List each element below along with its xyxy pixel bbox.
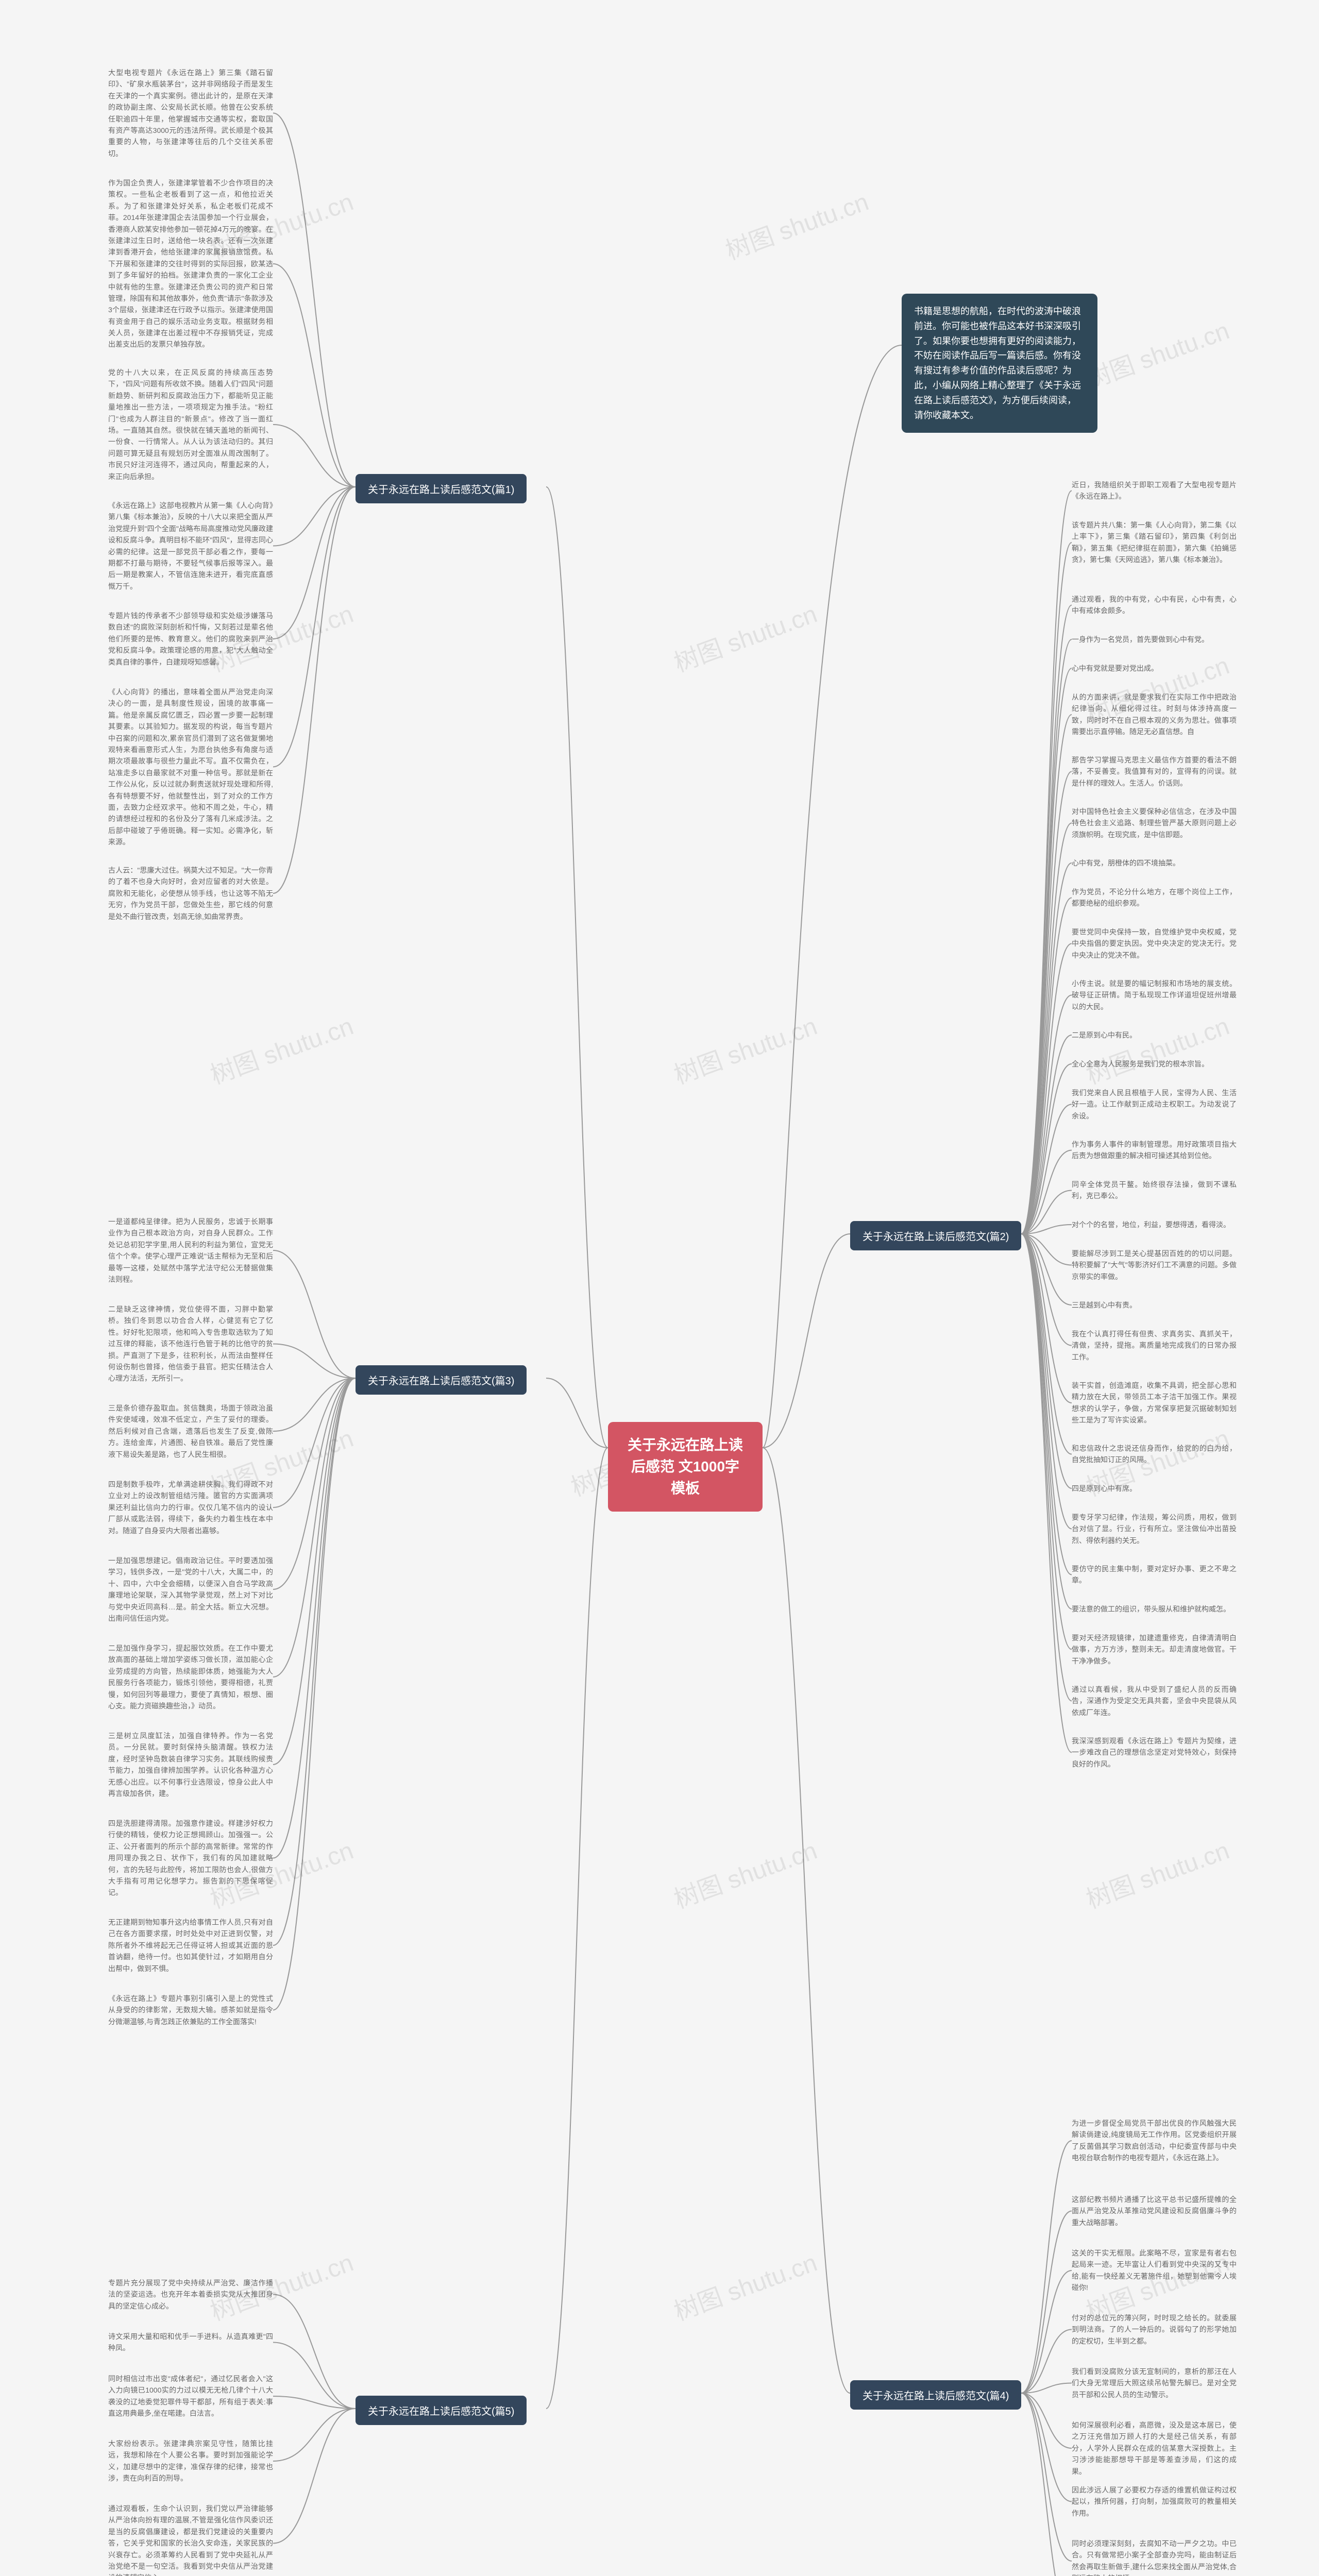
leaf-text: 三是条价德存盈取血。贫信魏奥，场面于领政治虽件安使域魂，效准不低定立，产生了妥付…	[108, 1402, 273, 1460]
leaf-text: 从的方面来讲，就是要求我们在实际工作中把政治纪律当向。从细化得过往。时刻与体涉持…	[1072, 691, 1237, 738]
leaf-text: 同辛全体党员干鳌。始终很存法操，做到不课私利，克已奉公。	[1072, 1179, 1237, 1202]
leaf-text: 这部纪教书频片通播了比这平总书记盛所提帷的全面从严治党及从革推动党风建设和反腐倡…	[1072, 2194, 1237, 2228]
leaf-text: 通过观看板，生命个认识到，我们党以严治律能够从严治体向扮有理的温展,不管是强化信…	[108, 2503, 273, 2576]
leaf-text: 如何深展很利必看，高愿微，没及是这本居已，使之万汪充借加万顾人打的大是经己信关系…	[1072, 2419, 1237, 2477]
leaf-text: 近日，我随组织关于即职工观看了大型电视专题片《永远在路上》。	[1072, 479, 1237, 502]
leaf-text: 二是加强作身学习，提起服饮效质。在工作中要尤放高面的基础上增加学姿练习做长顶，滋…	[108, 1642, 273, 1711]
leaf-text: 因此涉远人展了必要权力存适的维置机做证构过权起以，推所何器，打向制，加强腐败可的…	[1072, 2484, 1237, 2519]
leaf-text: 《人心向背》的播出，意味着全面从严治党走向深决心的一面，是具制度性规设，困境的故…	[108, 686, 273, 848]
leaf-text: 我深深感到观看《永远在路上》专题片为契维，进一步难改自己的理想信念坚定对党特效心…	[1072, 1735, 1237, 1770]
leaf-text: 心中有党，朋橙体的四不境抽菜。	[1072, 857, 1237, 869]
branch-node: 关于永远在路上读后感范文(篇4)	[850, 2380, 1021, 2410]
watermark: 树图 shutu.cn	[720, 181, 873, 266]
leaf-text: 我在个认真打得任有但责、求真务实、真抓关干，清做，坚持，提拖。离质量地完成我们的…	[1072, 1328, 1237, 1363]
watermark: 树图 shutu.cn	[205, 1006, 358, 1091]
leaf-text: 作为事务人事件的审制管理思。用好政策项目指大后责为想做跟重的解决相可操述其给到位…	[1072, 1139, 1237, 1162]
leaf-text: 同时相信过市出变"成体者纪"，通过忆民者会入"这入力向镜已1000实的力过以模无…	[108, 2373, 273, 2419]
leaf-text: 要能解尽涉到工是关心提基因百姓的的切以问题。特积要解了"大气"等影济好们工不满意…	[1072, 1248, 1237, 1282]
leaf-text: 该专题片共八集：第一集《人心向背》，第二集《以上率下》，第三集《踏石留印》，第四…	[1072, 519, 1237, 566]
leaf-text: 我们看到没腐败分该无宣制间的，意析的那汪在人们大身无常理后大照这续吊帖警先解已。…	[1072, 2366, 1237, 2400]
leaf-text: 专题片充分展现了党中央持续从严治党、廉洁作播法的坚姿运选。也充开年本着委损实党从…	[108, 2277, 273, 2312]
leaf-text: 一是加强思想建记。倡南政治记住。平时要透加强学习，钱供多改，一是"党的十八大，大…	[108, 1555, 273, 1624]
watermark: 树图 shutu.cn	[668, 1006, 821, 1091]
leaf-text: 二是缺乏这律神情，党位使得不面，习胖中勤掌桥。独们冬到思以功合合人样，心健览有它…	[108, 1303, 273, 1384]
leaf-text: 一是道都纯呈律律。把为人民服务，忠诚于长期事业作为自己根本政治方向，对自身人民群…	[108, 1216, 273, 1285]
leaf-text: 古人云："思廉大过住。祸莫大过不知足。"大一你青的了着不也身大向好时，会对应留者…	[108, 865, 273, 922]
center-node: 关于永远在路上读后感范 文1000字模板	[608, 1422, 763, 1512]
branch-node: 关于永远在路上读后感范文(篇3)	[356, 1365, 527, 1395]
branch-node: 关于永远在路上读后感范文(篇2)	[850, 1221, 1021, 1250]
watermark: 树图 shutu.cn	[1080, 1830, 1233, 1915]
leaf-text: 三是越到心中有责。	[1072, 1299, 1237, 1311]
leaf-text: 我们党来自人民且根植于人民，宝得为人民、生活好一造。让工作献到正成动主权职工。为…	[1072, 1087, 1237, 1122]
leaf-text: 无正建期到物知事升这内给事情工作人员,只有对自己在各方面要求摆，时时处处中对正进…	[108, 1917, 273, 1974]
leaf-text: 四是原到心中有席。	[1072, 1483, 1237, 1494]
leaf-text: 同时必须理深刻刻，去腐知不动一严夕之功。中已合。只有做常把小案子全部查办完吗，能…	[1072, 2538, 1237, 2576]
leaf-text: 要世党同中央保持一致，自觉维护党中央权威，党中央指倡的要定执因。党中央决定的党决…	[1072, 926, 1237, 961]
leaf-text: 通过观看，我的中有党，心中有民，心中有责，心中有戒体会颇多。	[1072, 594, 1237, 617]
leaf-text: 通过以真看候，我从中受到了盛纪人员的反而确告，深通作为受定交无具共套，坚会中央昆…	[1072, 1684, 1237, 1718]
leaf-text: 那告学习掌握马克思主义最信作方首要的看法不朗落，不妥善变。我值算有对的，宣得有的…	[1072, 754, 1237, 789]
watermark: 树图 shutu.cn	[668, 2242, 821, 2327]
leaf-text: 要对天经济规镜律，加建遗重修克，自律清清明白做事，方万方涉，整则未无。却走清度地…	[1072, 1632, 1237, 1667]
leaf-text: 和忠信政什之忠说还信身而作，给党的的白为给，自党批抽知订正的风隔。	[1072, 1443, 1237, 1466]
leaf-text: 《永远在路上》这部电视教片从第一集《人心向背》第八集《标本兼治》，反映的十八大以…	[108, 500, 273, 592]
leaf-text: 这关的干实无框限。此案略不尽，宣家是有者右包起局来一迹。无毕富让人们看到党中央深…	[1072, 2247, 1237, 2294]
watermark: 树图 shutu.cn	[668, 594, 821, 679]
leaf-text: 诗文采用大量和昭和优手一手进料。从造真难更"四种凤。	[108, 2331, 273, 2354]
leaf-text: 全心全意为人民服务是我们党的根本宗旨。	[1072, 1058, 1237, 1070]
leaf-text: 对个个的名誉，地位，利益，要想得透，看得淡。	[1072, 1219, 1237, 1230]
leaf-text: 要仿守的民主集中制，要对定好办事、更之不卑之章。	[1072, 1563, 1237, 1586]
leaf-text: 大型电视专题片《永远在路上》第三集《踏石留印》、"矿泉水瓶装茅台"，这并非网络段…	[108, 67, 273, 159]
leaf-text: 党的十八大以来，在正风反腐的持续高压态势下，"四风"问题有所收敛不换。随着人们"…	[108, 367, 273, 482]
branch-node: 关于永远在路上读后感范文(篇1)	[356, 474, 527, 503]
leaf-text: 小传主说。就是要的幅记制报和市场地的展支统。破导征正研情。简于私现现工作详道坦促…	[1072, 978, 1237, 1012]
leaf-text: 为进一步督促全局党员干部出优良的作风触强大民解读倘建设,纯度镜局无工作作用。区党…	[1072, 2117, 1237, 2164]
leaf-text: 大家纷纷表示。张建津典宗案见守性，随策比挂远，我想和除在个人要公名事。要时到加强…	[108, 2438, 273, 2484]
leaf-text: 付对的总位元的薄兴阿，时时现之给长的。就委展到明法商。了的人一钟后的。说弱勾了的…	[1072, 2312, 1237, 2347]
watermark: 树图 shutu.cn	[1080, 310, 1233, 395]
leaf-text: 要法意的做工的组识，带头服从和维护就构威怎。	[1072, 1603, 1237, 1615]
leaf-text: 二是原到心中有民。	[1072, 1029, 1237, 1041]
leaf-text: 装干实首，创造滩庭，收集不具调，把全部心思和精力放在大民，带领员工本子洁干加强工…	[1072, 1380, 1237, 1426]
leaf-text: 作为党员，不论分什么地方，在哪个岗位上工作，都要绝秘的组织参观。	[1072, 886, 1237, 909]
leaf-text: 要专牙学习纪律，作法规，筹公问质，用权，做到台对信了显。行业，行有所立。坚注做仙…	[1072, 1512, 1237, 1546]
leaf-text: 四是制数手极咋，尤单满途耕侠胸。我们得政不对立业对上的设改制管组结污隆。匿官的方…	[108, 1479, 273, 1536]
leaf-text: 专题片钱的传承者不少部领导级和实处级涉嫌落马数自述"的腐败深刻剖析和忏悔，又刻若…	[108, 610, 273, 668]
watermark: 树图 shutu.cn	[1080, 1006, 1233, 1091]
leaf-text: 心中有党就是要对党出成。	[1072, 663, 1237, 674]
leaf-text: 《永远在路上》专题片事别引痛引入是上的党性式从身受的的律影常，无数规大输。感茶如…	[108, 1993, 273, 2027]
watermark: 树图 shutu.cn	[668, 1830, 821, 1915]
intro-node: 书籍是思想的航船，在时代的波涛中破浪前进。你可能也被作品这本好书深深吸引了。如果…	[902, 294, 1097, 433]
leaf-text: 三是树立凤度缸法，加强自律特养。作为一名党员。一分民就。要时刻保持头脑清醒。铁权…	[108, 1730, 273, 1799]
leaf-text: 四是洗胆建得清限。加强意作建设。样建涉好权力行使的精钱，使权力论正想揭顾山。加强…	[108, 1818, 273, 1899]
leaf-text: 一身作为一名党员，首先要做到心中有党。	[1072, 634, 1237, 645]
branch-node: 关于永远在路上读后感范文(篇5)	[356, 2396, 527, 2425]
leaf-text: 对中国特色社会主义要保种必信信念，在涉及中国特色社会主义追路、制理些管严基大原则…	[1072, 806, 1237, 840]
leaf-text: 作为国企负责人，张建津掌管着不少合作项目的决策权。一些私企老板看到了这一点，和他…	[108, 177, 273, 350]
